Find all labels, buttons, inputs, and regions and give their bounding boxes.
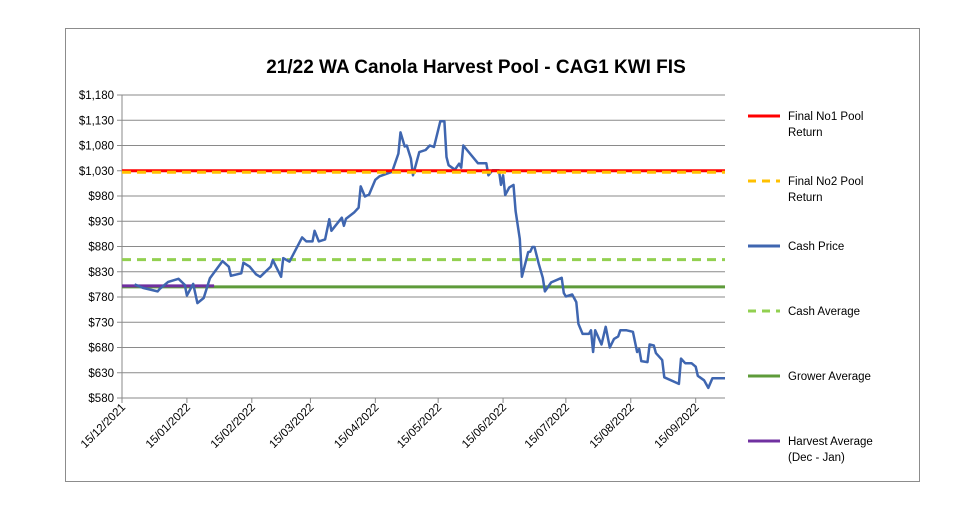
- x-tick-label: 15/01/2022: [144, 402, 193, 451]
- legend-label: Return: [788, 127, 823, 139]
- y-tick-label: $980: [88, 191, 114, 203]
- x-tick-label: 15/04/2022: [332, 402, 381, 451]
- legend-label: Cash Price: [788, 241, 844, 253]
- x-tick-label: 15/05/2022: [395, 402, 444, 451]
- x-tick-label: 15/08/2022: [588, 402, 637, 451]
- y-tick-label: $580: [88, 393, 114, 405]
- x-tick-label: 15/07/2022: [523, 402, 572, 451]
- legend-label: Cash Average: [788, 306, 860, 318]
- legend-label: Harvest Average: [788, 436, 873, 448]
- chart-title: 21/22 WA Canola Harvest Pool - CAG1 KWI …: [266, 57, 686, 78]
- legend-label: Final No1 Pool: [788, 111, 863, 123]
- x-tick-label: 15/02/2022: [209, 402, 258, 451]
- x-tick-label: 15/03/2022: [267, 402, 316, 451]
- y-tick-label: $780: [88, 292, 114, 304]
- legend-label: Final No2 Pool: [788, 176, 863, 188]
- y-tick-label: $930: [88, 216, 114, 228]
- y-tick-label: $880: [88, 242, 114, 254]
- x-tick-label: 15/09/2022: [653, 402, 702, 451]
- y-tick-label: $730: [88, 317, 114, 329]
- chart-frame: [65, 28, 920, 482]
- x-tick-label: 15/12/2021: [79, 402, 128, 451]
- y-tick-label: $1,030: [79, 166, 114, 178]
- y-tick-label: $680: [88, 343, 114, 355]
- legend-label: (Dec - Jan): [788, 452, 845, 464]
- y-tick-label: $1,080: [79, 141, 114, 153]
- y-tick-label: $630: [88, 368, 114, 380]
- series-cash-price: [134, 120, 725, 390]
- x-tick-label: 15/06/2022: [460, 402, 509, 451]
- y-tick-label: $1,130: [79, 115, 114, 127]
- legend-label: Return: [788, 192, 823, 204]
- y-tick-label: $1,180: [79, 90, 114, 102]
- y-tick-label: $830: [88, 267, 114, 279]
- legend-label: Grower Average: [788, 371, 871, 383]
